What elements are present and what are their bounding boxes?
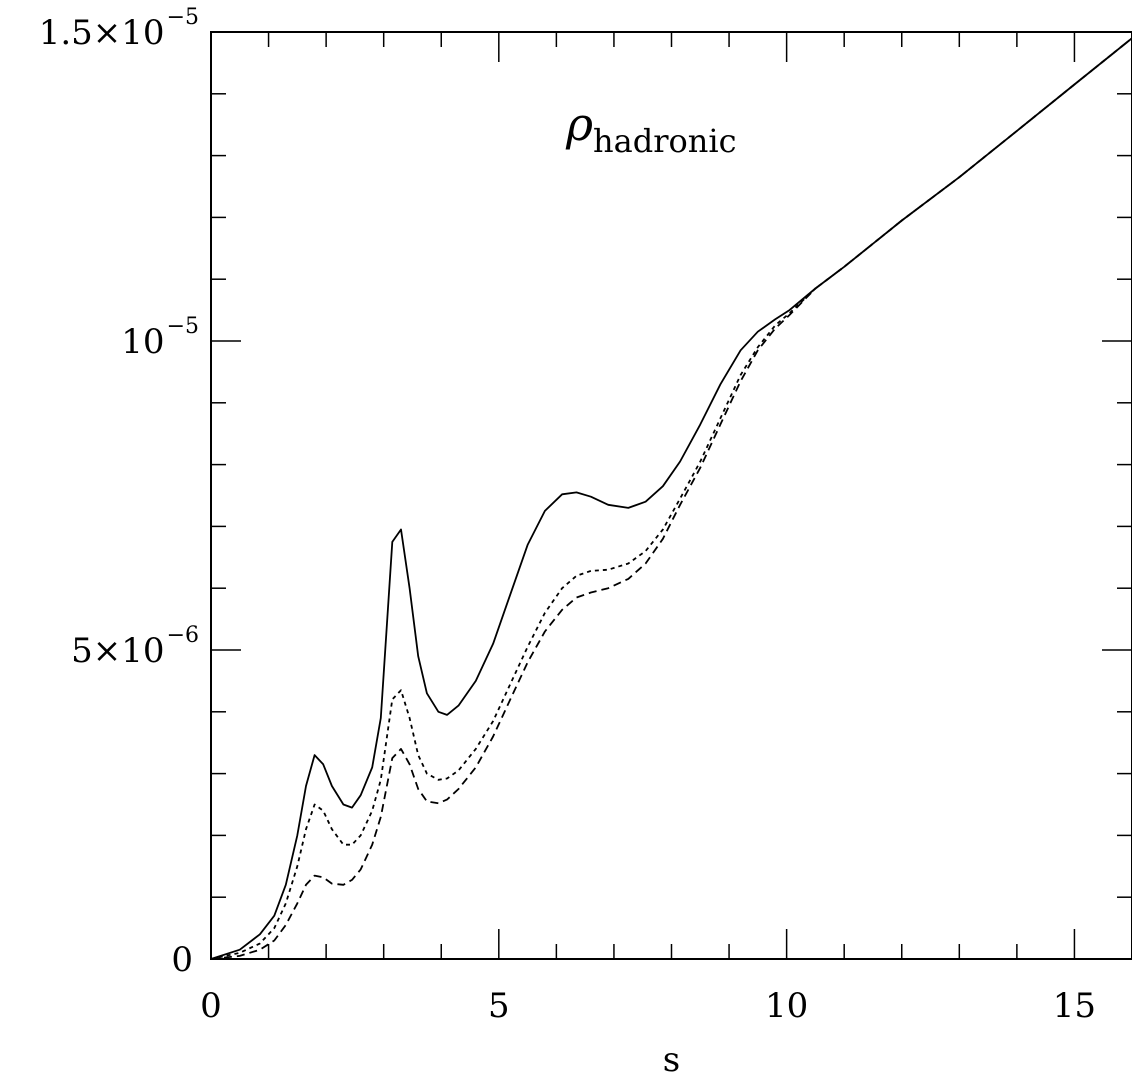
y-tick-label: 0 [171, 940, 193, 980]
axis-ticks [210, 31, 1132, 960]
y-tick-label: −65×10 [71, 623, 199, 671]
x-tick-label: 15 [1053, 986, 1096, 1026]
y-tick-label: −510 [121, 314, 199, 362]
y-tick-exponent: −5 [167, 5, 199, 30]
y-tick-label: −51.5×10 [39, 5, 199, 53]
y-tick-mantissa: 1.5×10 [39, 13, 165, 53]
y-tick-mantissa: 5×10 [71, 631, 164, 671]
annotation-sub: hadronic [593, 122, 737, 160]
y-tick-exponent: −6 [167, 623, 199, 648]
y-tick-mantissa: 10 [121, 322, 164, 362]
series-line-solid [210, 37, 1132, 960]
rho-hadronic-annotation: ρhadronic [565, 97, 737, 160]
y-tick-mantissa: 0 [171, 940, 193, 980]
tick-labels: 0 5 10 150−65×10−510−51.5×10 [39, 5, 1096, 1026]
x-tick-label: 0 [200, 986, 222, 1026]
annotation-main: ρ [565, 97, 593, 151]
y-tick-exponent: −5 [167, 314, 199, 339]
x-axis-label: s [663, 1040, 680, 1080]
series-line-dashed [210, 37, 1132, 960]
curves [210, 37, 1132, 960]
x-tick-label: 5 [488, 986, 510, 1026]
x-tick-label: 10 [765, 986, 808, 1026]
plot-frame [210, 31, 1132, 960]
series-line-dotted [210, 37, 1132, 960]
